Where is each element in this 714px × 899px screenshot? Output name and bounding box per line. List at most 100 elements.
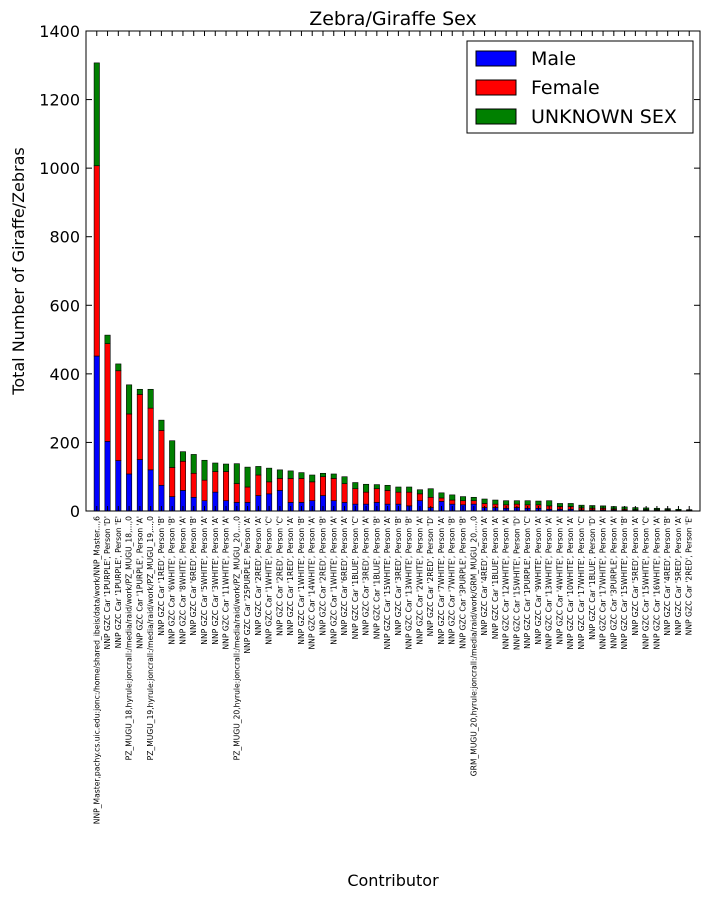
bar-female-15 [255, 474, 262, 496]
bar-female-28 [395, 491, 402, 505]
bar-unknown-sex-4 [136, 388, 143, 395]
x-tick-label-2: NNP GZC Car '1PURPLE', Person 'E' [114, 516, 123, 648]
x-tick-label-39: NNP GZC Car '15WHITE', Person 'D' [512, 516, 521, 650]
legend-swatch-2 [475, 108, 517, 125]
x-tick-label-4: NNP GZC Car '1PURPLE', Person 'A' [135, 516, 144, 649]
x-tick-label-32: NNP GZC Car '7WHITE', Person 'A' [437, 516, 446, 645]
bar-male-5 [147, 469, 154, 512]
bar-unknown-sex-20 [309, 474, 316, 483]
y-tick-label-0: 0 [70, 502, 80, 521]
x-tick-label-52: NNP GZC Car '16WHITE', Person 'A' [652, 516, 661, 650]
x-tick-label-8: NNP GZC Car '8WHITE', Person 'A' [178, 516, 187, 645]
bar-unknown-sex-37 [492, 499, 499, 505]
x-tick-label-51: NNP GZC Car '15WHITE', Person 'C' [642, 516, 651, 650]
x-tick-label-26: NNP GZC Car '1BLUE', Person 'B' [372, 516, 381, 639]
bar-female-29 [406, 491, 413, 507]
bar-female-5 [147, 407, 154, 471]
bar-unknown-sex-23 [341, 476, 348, 484]
x-tick-label-42: NNP GZC Car '13WHITE', Person 'A' [545, 516, 554, 650]
bar-unknown-sex-25 [363, 483, 370, 493]
bar-unknown-sex-15 [255, 466, 262, 476]
bar-female-7 [169, 467, 176, 497]
bar-female-8 [179, 460, 186, 491]
x-tick-label-17: NNP GZC Car '2RED', Person 'C' [275, 516, 284, 636]
y-axis-label: Total Number of Giraffe/Zebras [9, 147, 28, 395]
legend-swatch-1 [475, 79, 517, 96]
x-tick-label-6: NNP GZC Car '1RED', Person 'B' [157, 516, 166, 636]
bar-female-26 [373, 488, 380, 503]
x-tick-label-21: NNP GZC Car '2RED', Person 'B' [318, 516, 327, 636]
x-axis: NNP_Master,pachy.cs.uic.edu:jonc:/home/s… [92, 31, 694, 824]
x-tick-label-5: PZ_MUGU_19,hyrule:joncrall:/media/raid/w… [146, 516, 155, 761]
bar-unknown-sex-3 [126, 384, 133, 415]
bar-unknown-sex-16 [266, 467, 273, 483]
bar-unknown-sex-8 [179, 451, 186, 462]
bar-unknown-sex-6 [158, 419, 165, 431]
bar-unknown-sex-36 [481, 498, 488, 504]
legend-label-2: UNKNOWN SEX [531, 106, 677, 128]
x-tick-label-37: NNP GZC Car '1BLUE', Person 'A' [491, 516, 500, 639]
x-tick-label-38: NNP GZC Car '12WHITE', Person 'A' [502, 516, 511, 650]
x-tick-label-20: NNP GZC Car '14WHITE', Person 'A' [308, 516, 317, 650]
bar-unknown-sex-38 [503, 500, 510, 506]
x-tick-label-41: NNP GZC Car '9WHITE', Person 'A' [534, 516, 543, 645]
bar-female-22 [330, 478, 337, 502]
x-tick-label-23: NNP GZC Car '6RED', Person 'A' [340, 516, 349, 636]
x-tick-label-34: NNP GZC Car '3PURPLE', Person 'B' [459, 516, 468, 649]
y-tick-label-5: 1000 [39, 159, 80, 178]
bar-unknown-sex-19 [298, 472, 305, 479]
x-tick-label-53: NNP GZC Car '4RED', Person 'B' [663, 516, 672, 636]
bar-unknown-sex-40 [524, 500, 531, 506]
bar-unknown-sex-33 [449, 494, 456, 501]
y-tick-label-7: 1400 [39, 22, 80, 41]
bar-male-4 [136, 459, 143, 512]
bar-female-14 [244, 486, 251, 503]
bar-unknown-sex-26 [373, 484, 380, 490]
y-axis: 0 200 400 600 800 1000 1200 1400 [39, 22, 700, 521]
bar-male-3 [126, 473, 133, 512]
x-tick-label-48: NNP GZC Car '3PURPLE', Person 'A' [609, 516, 618, 649]
bar-unknown-sex-31 [427, 488, 434, 498]
bar-female-17 [276, 478, 283, 491]
bar-female-24 [352, 488, 359, 505]
chart-title: Zebra/Giraffe Sex [309, 8, 477, 30]
bar-female-13 [233, 483, 240, 503]
bar-female-0 [93, 165, 100, 357]
x-tick-label-35: GRM_MUGU_20,hyrule:joncrall:/media/raid/… [469, 516, 478, 776]
x-tick-label-47: NNP GZC Car '17WHITE', Person 'A' [599, 516, 608, 650]
bar-unknown-sex-18 [287, 470, 294, 479]
bar-female-32 [438, 497, 445, 502]
bar-female-1 [104, 343, 111, 442]
x-tick-label-54: NNP GZC Car '5RED', Person 'A' [674, 516, 683, 636]
bar-unknown-sex-41 [535, 500, 542, 506]
x-tick-label-16: NNP GZC Car '1WHITE', Person 'C' [265, 516, 274, 645]
y-tick-label-2: 400 [49, 365, 80, 384]
x-tick-label-36: NNP GZC Car '4RED', Person 'A' [480, 516, 489, 636]
x-tick-label-10: NNP GZC Car '5WHITE', Person 'A' [200, 516, 209, 645]
bar-unknown-sex-10 [201, 459, 208, 481]
x-tick-label-49: NNP GZC Car '15WHITE', Person 'B' [620, 516, 629, 650]
x-tick-label-0: NNP_Master,pachy.cs.uic.edu:jonc:/home/s… [92, 516, 101, 824]
bar-female-34 [460, 500, 467, 506]
x-tick-label-29: NNP GZC Car '13WHITE', Person 'B' [405, 516, 414, 650]
bar-female-25 [363, 491, 370, 505]
x-tick-label-28: NNP GZC Car '3RED', Person 'B' [394, 516, 403, 636]
x-tick-label-19: NNP GZC Car '1WHITE', Person 'B' [297, 516, 306, 645]
bar-unknown-sex-9 [190, 454, 197, 474]
x-tick-label-55: NNP GZC Car '2RED', Person 'E' [685, 516, 694, 635]
y-tick-label-6: 1200 [39, 91, 80, 110]
bar-female-33 [449, 499, 456, 505]
bar-unknown-sex-1 [104, 334, 111, 344]
x-tick-label-7: NNP GZC Car '6WHITE', Person 'B' [168, 516, 177, 645]
x-tick-label-25: NNP GZC Car '3RED', Person 'A' [362, 516, 371, 636]
bar-unknown-sex-14 [244, 466, 251, 488]
legend: Male Female UNKNOWN SEX [466, 40, 694, 134]
plot-frame [85, 30, 701, 512]
bar-female-35 [470, 500, 477, 505]
x-tick-label-27: NNP GZC Car '15WHITE', Person 'A' [383, 516, 392, 650]
x-tick-label-44: NNP GZC Car '10WHITE', Person 'A' [566, 516, 575, 650]
x-tick-label-31: NNP GZC Car '2RED', Person 'D' [426, 516, 435, 636]
bar-unknown-sex-28 [395, 486, 402, 493]
bar-female-3 [126, 413, 133, 475]
x-tick-label-22: NNP GZC Car '1WHITE', Person 'A' [329, 516, 338, 645]
